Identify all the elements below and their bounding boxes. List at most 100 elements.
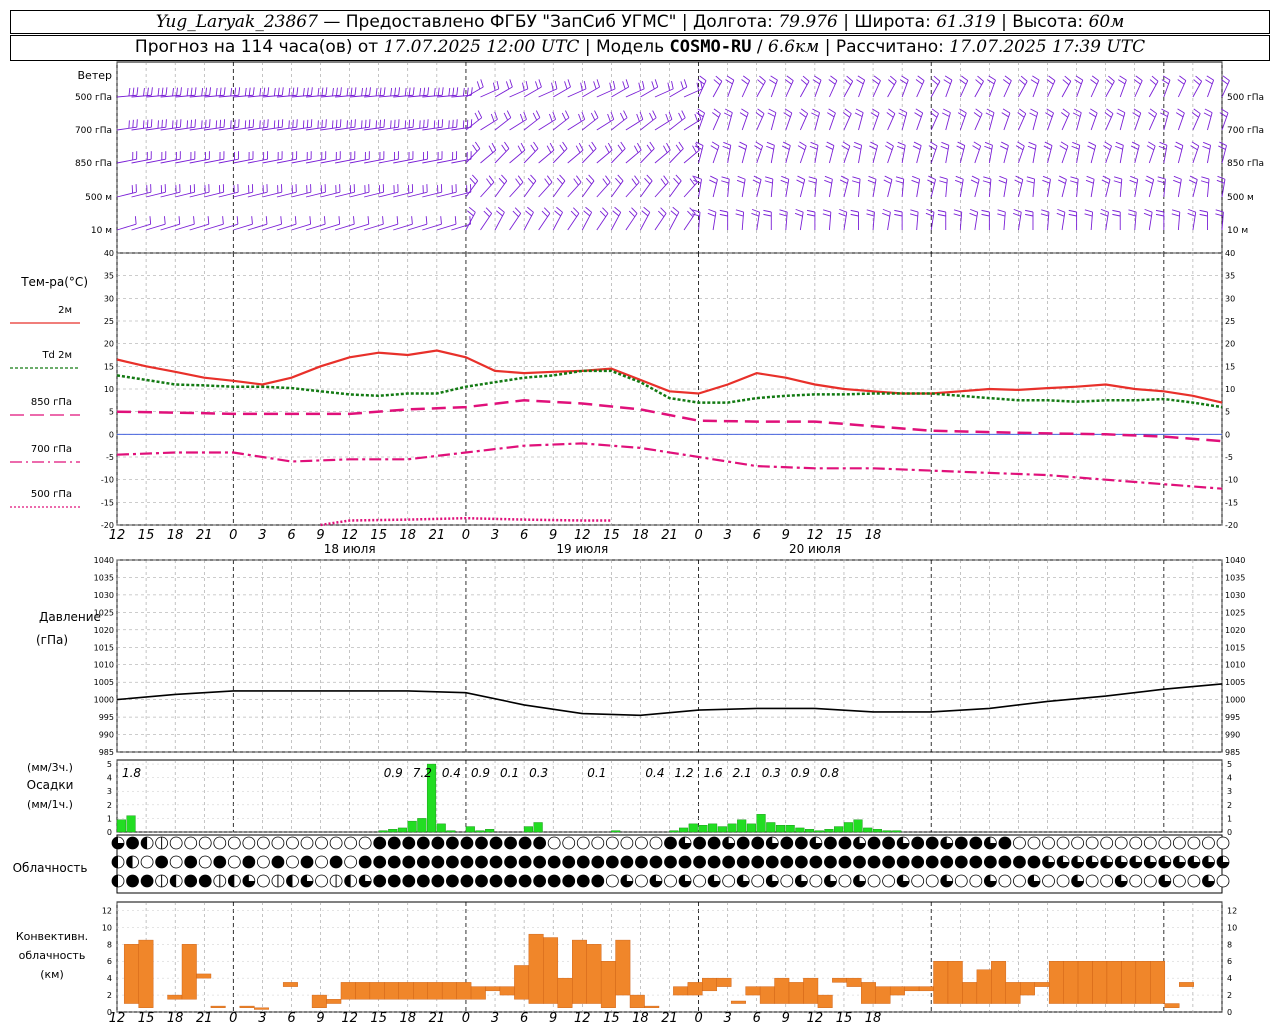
wind-barb-flag	[1015, 145, 1024, 151]
wind-barb-flag	[779, 209, 788, 213]
conv-bar	[904, 986, 920, 992]
y-tick-label-right: 10	[1227, 923, 1237, 932]
wind-barb-flag	[578, 113, 582, 122]
wind-barb	[654, 119, 673, 131]
wind-barb-flag	[642, 80, 645, 89]
precip-bar	[824, 829, 834, 833]
wind-barb-flag	[654, 79, 659, 88]
wind-barb	[175, 94, 196, 98]
cloud-symbol	[925, 855, 939, 869]
pressure-layer	[116, 683, 1223, 717]
wind-barb-flag	[691, 213, 700, 217]
wind-barb	[1148, 212, 1153, 231]
wind-barb-flag	[971, 175, 980, 180]
wind-barb-flag	[583, 80, 587, 89]
wind-barb-flag	[1204, 108, 1213, 114]
wind-barb-flag	[631, 178, 637, 186]
wind-barb-flag	[663, 145, 668, 153]
cloud-symbol	[794, 855, 808, 869]
wind-barb-flag	[1119, 75, 1127, 81]
wind-barb-flag	[382, 216, 384, 225]
wind-barb-flag	[244, 87, 247, 97]
wind-barb-flag	[987, 79, 995, 85]
cloud-symbol	[198, 874, 212, 888]
wind-level-label-left: 500 м	[85, 193, 112, 203]
wind-barb-flag	[781, 145, 790, 150]
wind-barb	[770, 145, 775, 164]
cloud-symbol	[635, 836, 648, 850]
wind-barb-flag	[331, 120, 334, 129]
wind-barb-flag	[824, 175, 833, 180]
wind-barb-flag	[823, 209, 831, 213]
wind-barb-flag	[742, 75, 750, 81]
x-tick-label: 21	[661, 1011, 678, 1024]
cloud-symbol	[169, 836, 183, 850]
wind-barb	[901, 79, 909, 98]
wind-barb	[407, 223, 428, 231]
wind-barb	[1090, 145, 1097, 164]
cloud-symbol	[358, 855, 372, 869]
cloud-symbol	[882, 874, 895, 888]
wind-barb-flag	[735, 209, 744, 213]
wind-barb	[712, 81, 723, 98]
cloud-symbol	[925, 874, 939, 888]
conv-bar	[774, 977, 790, 1004]
cloud-symbol	[722, 874, 736, 888]
wind-barb	[1192, 113, 1201, 131]
wind-level-label-left: 700 гПа	[75, 126, 112, 136]
y-tick-label-right: 0	[1225, 430, 1230, 439]
conv-bar	[1121, 961, 1137, 1004]
conv-bar	[1106, 961, 1122, 1004]
wind-barb	[407, 94, 428, 98]
cloud-symbol	[620, 836, 634, 850]
wind-barb-flag	[719, 209, 728, 213]
wind-barb-flag	[757, 79, 764, 86]
wind-barb	[436, 94, 457, 98]
wind-barb-flag	[937, 209, 946, 213]
wind-barb-flag	[851, 180, 860, 184]
wind-barb-flag	[1218, 145, 1226, 150]
wind-barb	[204, 158, 224, 164]
cloud-symbol	[402, 836, 416, 850]
cloud-layer	[111, 836, 1230, 888]
wind-barb	[930, 113, 939, 131]
wind-barb-flag	[735, 213, 744, 217]
wind-barb-flag	[707, 212, 716, 217]
wind-barb	[233, 94, 254, 98]
conv-title-2: облачность	[19, 949, 86, 962]
wind-level-label-right: 500 гПа	[1227, 93, 1264, 103]
wind-barb	[581, 148, 597, 164]
wind-barb-flag	[580, 82, 583, 91]
cloud-symbol	[809, 855, 823, 869]
wind-barb	[538, 149, 555, 164]
wind-barb	[1032, 145, 1037, 164]
wind-barb-flag	[930, 112, 938, 118]
cloud-symbol	[649, 855, 663, 869]
cloud-symbol	[373, 855, 387, 869]
wind-barb	[712, 113, 721, 131]
precip-bar	[775, 825, 786, 833]
y-tick-label-left: 1035	[94, 573, 114, 582]
wind-barb-flag	[277, 119, 280, 128]
cloud-symbol-half	[112, 875, 118, 887]
x-tick-label: 0	[229, 528, 237, 543]
wind-barb-flag	[670, 210, 678, 217]
wind-barb-flag	[193, 216, 195, 225]
cloud-symbol	[765, 855, 779, 869]
wind-barb-flag	[1045, 112, 1053, 118]
wind-barb	[596, 181, 611, 198]
y-tick-label-right: 35	[1225, 272, 1235, 281]
wind-barb-flag	[755, 141, 763, 147]
wind-barb-flag	[1106, 108, 1114, 114]
lon-label: Долгота:	[692, 12, 773, 32]
wind-barb	[1105, 212, 1109, 231]
wind-barb-flag	[1202, 141, 1211, 146]
wind-barb-flag	[826, 141, 835, 146]
cloud-symbol	[896, 855, 910, 869]
cloud-symbol	[635, 855, 648, 869]
wind-barb-flag	[310, 87, 313, 96]
conv-bar	[398, 982, 414, 1000]
wind-barb-flag	[497, 206, 505, 213]
wind-barb	[654, 88, 674, 98]
